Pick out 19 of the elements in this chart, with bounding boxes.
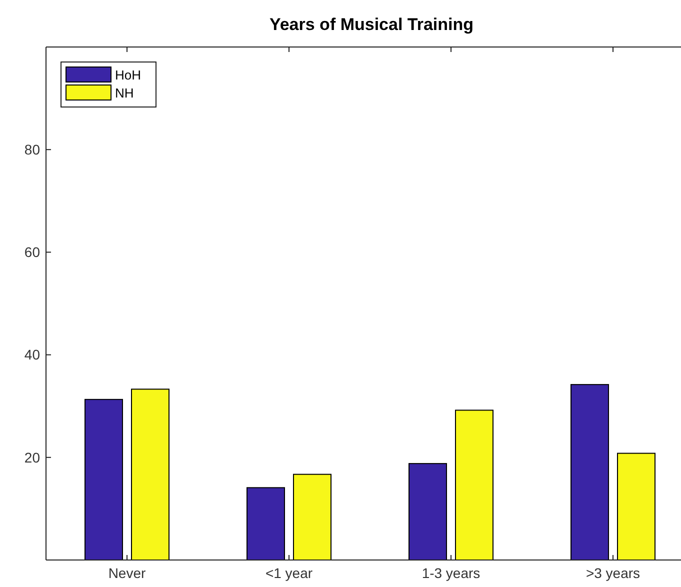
bar — [246, 487, 285, 560]
bar — [617, 452, 656, 560]
bar — [408, 463, 447, 560]
bar — [84, 398, 123, 560]
bar — [293, 474, 332, 560]
legend-label: HoH — [115, 68, 142, 83]
chart-title: Years of Musical Training — [269, 15, 474, 34]
y-tick-label: 60 — [24, 244, 40, 260]
bar — [570, 384, 609, 560]
bar — [455, 410, 494, 560]
x-tick-label: <1 year — [265, 565, 313, 581]
y-tick-label: 20 — [24, 449, 40, 466]
x-tick-label: Never — [108, 565, 146, 581]
bar — [131, 388, 170, 560]
y-tick-label: 40 — [24, 346, 40, 363]
x-tick-label: >3 years — [586, 565, 640, 581]
legend-label: NH — [115, 86, 134, 101]
x-tick-label: 1-3 years — [422, 565, 480, 581]
y-tick-label: 80 — [24, 142, 40, 158]
